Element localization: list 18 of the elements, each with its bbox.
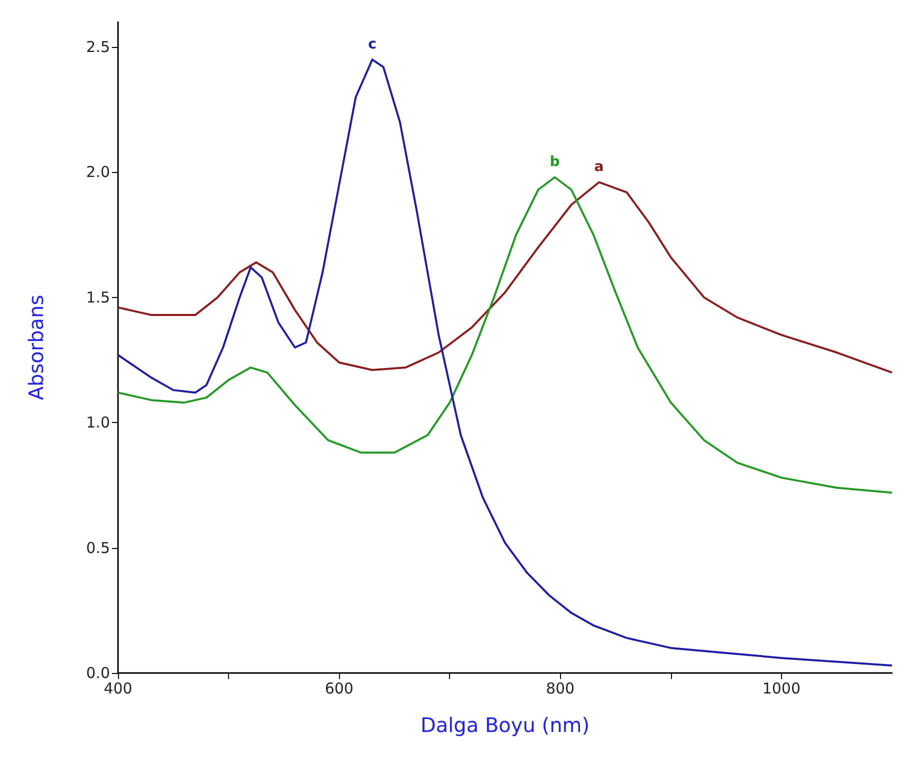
series-label: c xyxy=(368,36,376,53)
y-tick-label: 1.0 xyxy=(86,414,110,432)
line-series xyxy=(117,58,893,666)
y-axis-title: Absorbans xyxy=(24,294,48,400)
x-tick-label: 1000 xyxy=(762,680,801,698)
x-tick-label: 600 xyxy=(324,680,354,698)
series-label: b xyxy=(550,154,560,170)
x-tick-label: 400 xyxy=(104,680,132,698)
line-series xyxy=(117,181,893,374)
x-axis-title: Dalga Boyu (nm) xyxy=(420,713,590,737)
y-tick-label: 0.0 xyxy=(86,664,110,682)
x-tick-label: 800 xyxy=(546,680,575,698)
y-tick-label: 2.0 xyxy=(86,163,110,182)
y-tick-label: 2.5 xyxy=(86,38,110,56)
line-series xyxy=(117,176,893,494)
series-label: a xyxy=(594,159,604,176)
y-tick-label: 0.5 xyxy=(86,538,110,557)
y-tick-label: 1.5 xyxy=(86,288,110,306)
